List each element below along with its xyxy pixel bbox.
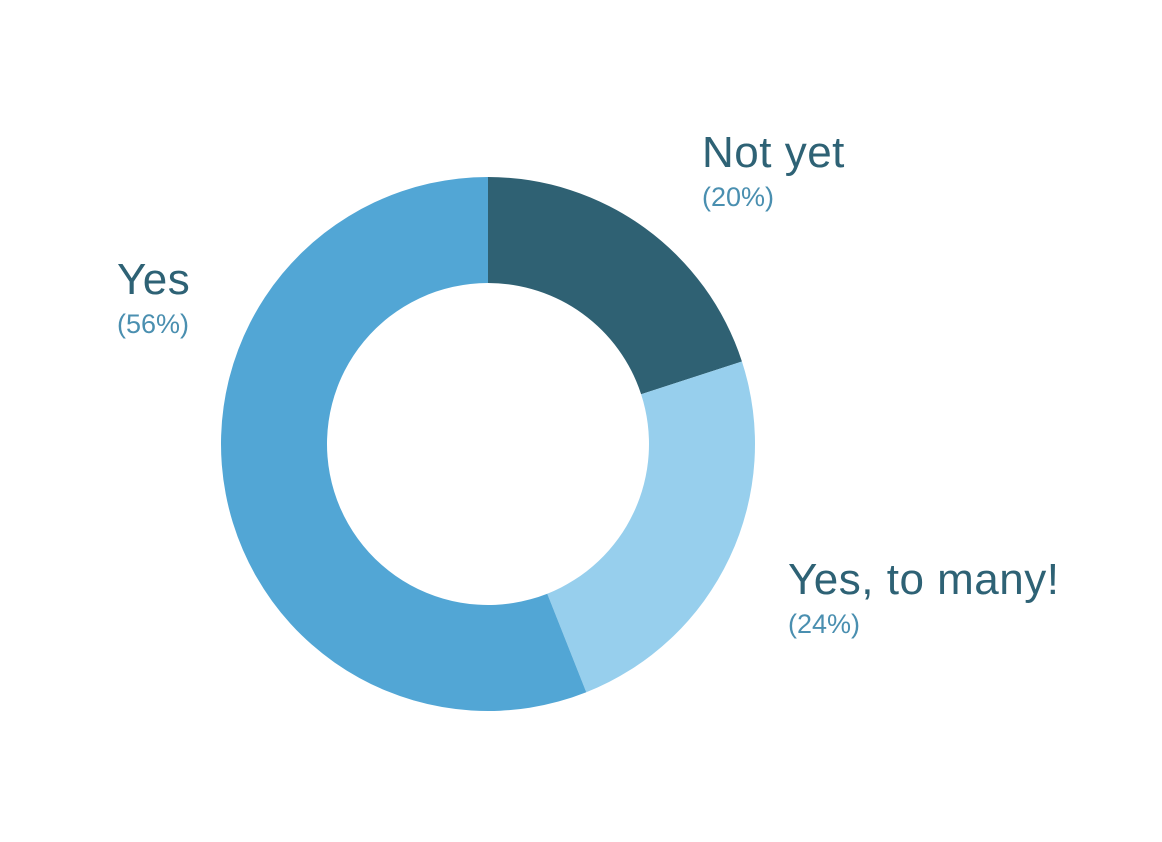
label-not-yet: Not yet (20%) [702, 131, 845, 211]
slice-percent-yes: (56%) [117, 309, 190, 339]
slice-name-yes: Yes [117, 255, 191, 304]
slice-name-not-yet: Not yet [702, 128, 845, 177]
slice-percent-yes-to-many: (24%) [788, 609, 861, 639]
slice-name-yes-to-many: Yes, to many! [788, 555, 1060, 604]
slice-percent-not-yet: (20%) [702, 182, 775, 212]
label-yes: Yes (56%) [117, 258, 190, 338]
slice-yes [221, 177, 587, 711]
slice-not-yet [488, 177, 742, 395]
slice-yes-to-many [547, 361, 755, 693]
label-yes-to-many: Yes, to many! (24%) [788, 558, 1059, 638]
